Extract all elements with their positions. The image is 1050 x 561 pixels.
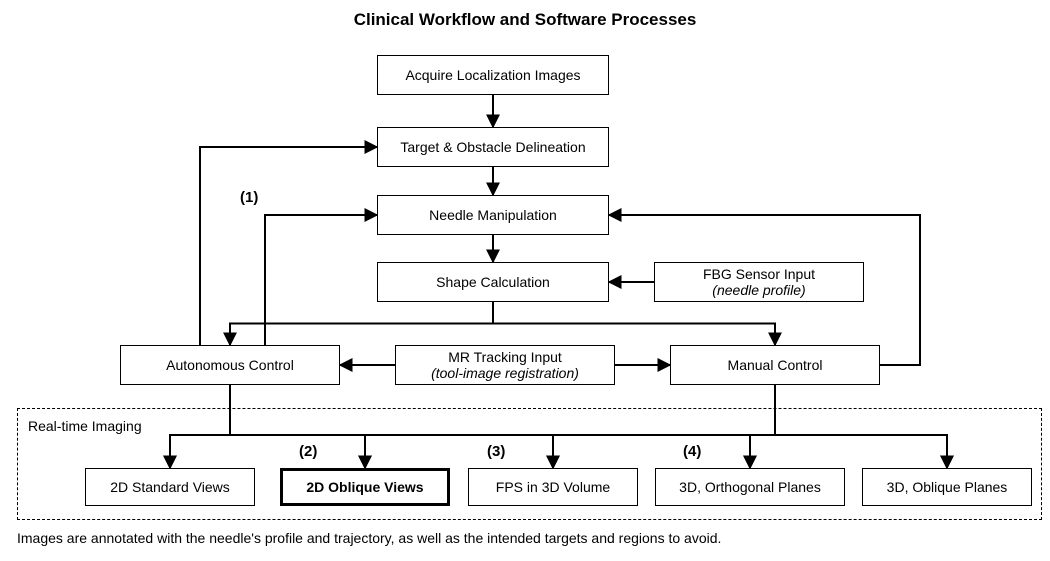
numbered-label-4: (4) — [683, 443, 701, 460]
node-n2: Target & Obstacle Delineation — [377, 127, 609, 167]
numbered-label-3: (3) — [487, 443, 505, 460]
node-label: FBG Sensor Input — [703, 266, 815, 282]
node-label: Needle Manipulation — [429, 207, 557, 223]
node-n11: FPS in 3D Volume — [468, 468, 638, 506]
node-n4: Shape Calculation — [377, 262, 609, 302]
node-n10: 2D Oblique Views — [280, 468, 450, 506]
node-n5: FBG Sensor Input(needle profile) — [654, 262, 864, 302]
node-n9: 2D Standard Views — [85, 468, 255, 506]
numbered-label-2: (2) — [299, 443, 317, 460]
node-n13: 3D, Oblique Planes — [862, 468, 1032, 506]
node-label: Acquire Localization Images — [405, 67, 580, 83]
node-n6: Autonomous Control — [120, 345, 340, 385]
numbered-label-1: (1) — [240, 189, 258, 206]
node-label: 2D Standard Views — [110, 479, 230, 495]
node-label: Target & Obstacle Delineation — [400, 139, 585, 155]
diagram-title: Clinical Workflow and Software Processes — [0, 10, 1050, 30]
node-sublabel: (tool-image registration) — [431, 365, 579, 381]
diagram-stage: Clinical Workflow and Software Processes… — [0, 0, 1050, 561]
node-label: MR Tracking Input — [448, 349, 562, 365]
node-n1: Acquire Localization Images — [377, 55, 609, 95]
node-label: Manual Control — [728, 357, 823, 373]
node-label: Autonomous Control — [166, 357, 294, 373]
node-sublabel: (needle profile) — [712, 282, 805, 298]
node-n12: 3D, Orthogonal Planes — [655, 468, 845, 506]
realtime-imaging-label: Real-time Imaging — [28, 418, 142, 434]
node-n7: MR Tracking Input(tool-image registratio… — [395, 345, 615, 385]
node-label: FPS in 3D Volume — [496, 479, 610, 495]
node-label: 3D, Oblique Planes — [887, 479, 1008, 495]
node-label: 2D Oblique Views — [306, 479, 423, 495]
node-n3: Needle Manipulation — [377, 195, 609, 235]
node-label: 3D, Orthogonal Planes — [679, 479, 821, 495]
node-n8: Manual Control — [670, 345, 880, 385]
diagram-caption: Images are annotated with the needle's p… — [17, 530, 721, 546]
node-label: Shape Calculation — [436, 274, 550, 290]
